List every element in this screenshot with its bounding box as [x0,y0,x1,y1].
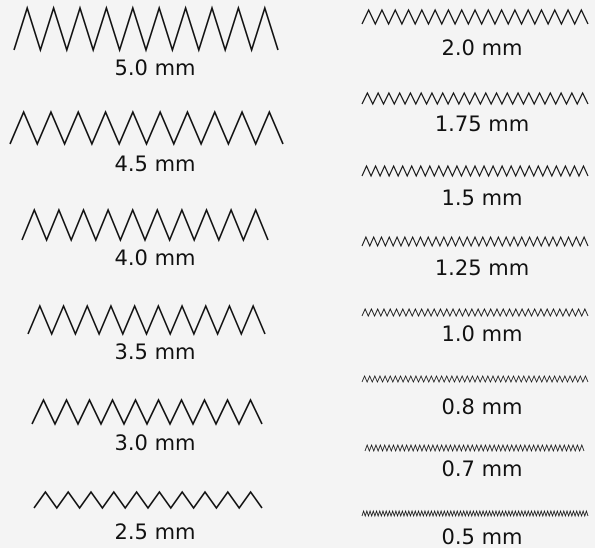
zigzag-stitch-line [361,509,589,518]
stitch-size-label: 1.25 mm [435,256,529,280]
zigzag-stitch-line [361,307,589,318]
stitch-sample: 3.5 mm [27,303,266,364]
zigzag-stitch-line [361,164,589,178]
stitch-sample: 1.0 mm [361,307,589,346]
stitch-size-label: 3.5 mm [115,340,196,364]
zigzag-stitch-line [361,8,589,26]
zigzag-stitch-line [364,443,585,453]
stitch-sample: 0.8 mm [361,374,589,419]
stitch-size-label: 3.0 mm [115,431,196,455]
stitch-size-label: 0.7 mm [442,457,523,481]
stitch-sample: 1.5 mm [361,164,589,210]
stitch-size-label: 0.5 mm [442,525,523,548]
stitch-sample: 4.5 mm [9,109,284,176]
stitch-sample: 1.75 mm [361,91,589,136]
left-column-large-sizes: 5.0 mm 4.5 mm 4.0 mm 3.5 mm 3.0 mm 2.5 mm [9,5,284,544]
stitch-size-label: 1.0 mm [442,322,523,346]
right-column-small-sizes: 2.0 mm 1.75 mm 1.5 mm 1.25 mm 1.0 mm 0.8 mm 0.… [361,8,589,548]
zigzag-stitch-line [13,5,279,53]
stitch-size-label: 4.5 mm [115,152,196,176]
stitch-size-label: 4.0 mm [115,246,196,270]
stitch-size-label: 2.5 mm [115,520,196,544]
stitch-sample: 2.5 mm [33,490,263,544]
zigzag-stitch-line [361,91,589,106]
zigzag-stitch-line [27,303,266,337]
stitch-sample: 5.0 mm [13,5,279,80]
zigzag-stitch-line [361,235,589,248]
zigzag-stitch-line [9,109,284,147]
stitch-sample: 0.5 mm [361,509,589,548]
stitch-sample: 3.0 mm [31,398,263,455]
stitch-size-label: 2.0 mm [442,36,523,60]
zigzag-stitch-line [21,207,269,243]
zigzag-stitch-line [33,490,263,510]
zigzag-stitch-line [31,398,263,426]
stitch-sample: 4.0 mm [21,207,269,270]
stitch-sample: 2.0 mm [361,8,589,60]
stitch-size-label: 1.5 mm [442,186,523,210]
zigzag-stitch-line [361,374,589,384]
stitch-sample: 1.25 mm [361,235,589,280]
stitch-sample: 0.7 mm [364,443,585,481]
stitch-size-label: 5.0 mm [115,56,196,80]
stitch-size-label: 1.75 mm [435,112,529,136]
stitch-size-label: 0.8 mm [442,395,523,419]
